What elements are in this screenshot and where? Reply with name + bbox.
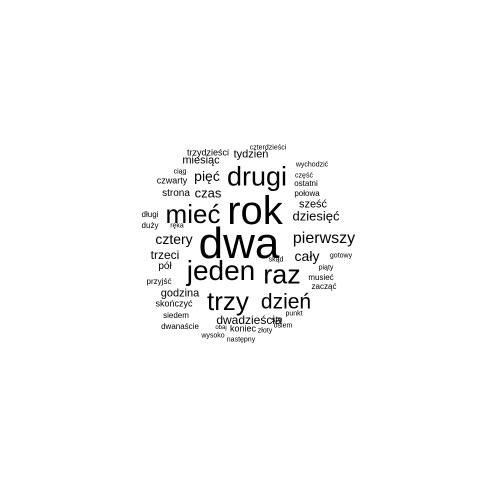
cloud-word: gotowy (329, 252, 353, 260)
cloud-word: punkt (285, 310, 303, 318)
cloud-word: czwarty (156, 175, 188, 186)
cloud-word: sześć (298, 198, 328, 211)
cloud-word: zacząć (311, 282, 337, 291)
cloud-word: cztery (155, 231, 193, 247)
cloud-word: rok (227, 189, 283, 233)
cloud-word: ciąg (173, 168, 187, 176)
cloud-word: czterdzieści (249, 144, 287, 152)
cloud-word: pierwszy (292, 230, 356, 247)
cloud-word: długi (141, 210, 159, 219)
cloud-word: część (295, 172, 313, 180)
cloud-word: skąd (268, 256, 284, 264)
cloud-word: koniec (229, 323, 257, 334)
cloud-word: godzina (160, 287, 200, 300)
cloud-word: dwanaście (161, 322, 199, 331)
cloud-word: połowa (294, 189, 320, 198)
cloud-word: ręka (170, 222, 184, 230)
cloud-word: trzeci (150, 248, 180, 262)
cloud-word: piąty (318, 264, 334, 272)
cloud-word: dziesięć (292, 208, 340, 224)
cloud-word: mieć (165, 199, 221, 229)
cloud-word: dwa (198, 219, 280, 268)
cloud-word: złoty (257, 327, 273, 335)
cloud-word: cały (294, 248, 320, 264)
cloud-word: skończyć (155, 298, 193, 309)
cloud-word: wychodzić (295, 161, 329, 169)
cloud-word: drugi (226, 161, 288, 192)
cloud-word: siedem (163, 311, 189, 320)
cloud-word: pięć (194, 168, 220, 184)
cloud-word: duży (141, 221, 159, 230)
cloud-word: raz (263, 259, 301, 290)
cloud-word: jeden (186, 255, 256, 286)
cloud-word: następny (226, 336, 256, 344)
cloud-word: trzy (207, 286, 249, 316)
cloud-word: czas (194, 185, 222, 201)
cloud-word: sto (271, 315, 283, 324)
cloud-word: dzień (260, 290, 312, 314)
cloud-word: musieć (308, 273, 334, 282)
cloud-word: przyjść (146, 277, 172, 286)
cloud-word: pół (158, 261, 172, 272)
cloud-word: osiem (273, 322, 293, 330)
cloud-word: wysoko (201, 332, 225, 340)
cloud-word: ostatni (294, 179, 318, 188)
cloud-word: tydzień (233, 148, 269, 161)
cloud-word: dwadzieścia (216, 313, 282, 327)
cloud-word: miesiąc (182, 154, 220, 167)
cloud-word: obaj (215, 325, 227, 331)
cloud-word: strona (162, 188, 190, 199)
cloud-word: trzydzieści (186, 147, 230, 158)
